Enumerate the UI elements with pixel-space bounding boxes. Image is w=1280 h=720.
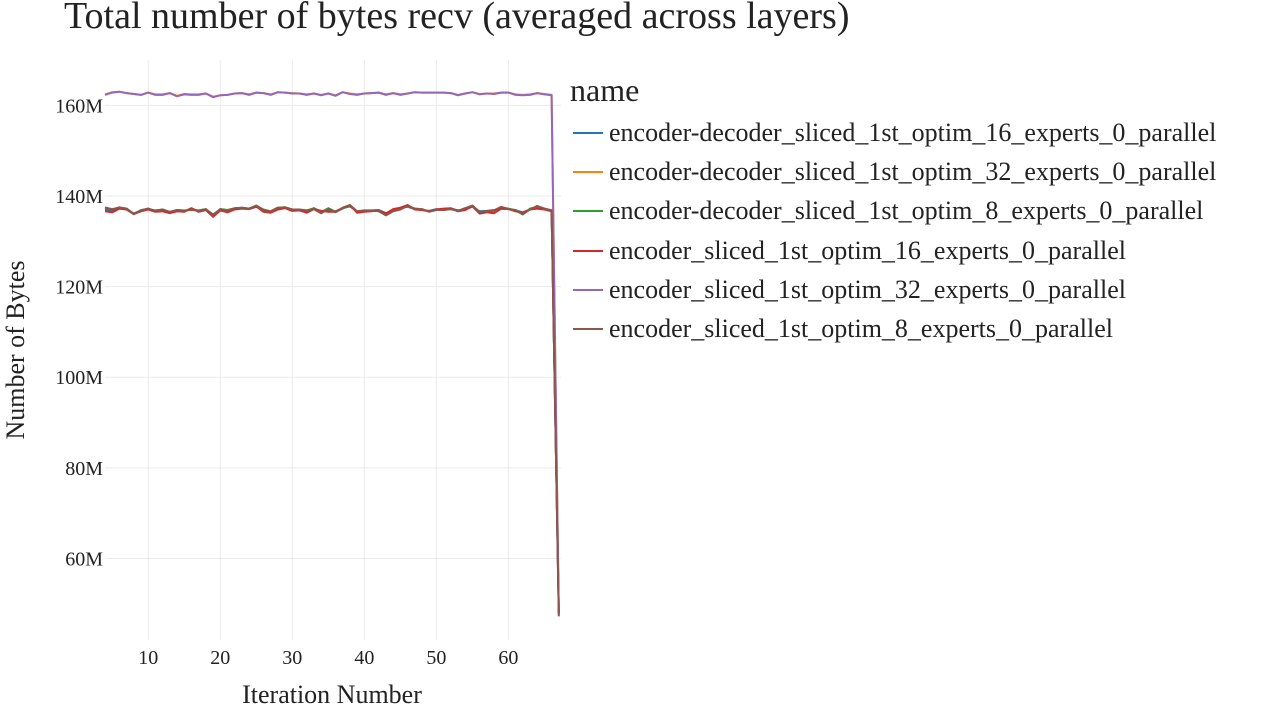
legend-label: encoder_sliced_1st_optim_8_experts_0_par… [609,314,1113,344]
legend-items: encoder-decoder_sliced_1st_optim_16_expe… [570,113,1216,349]
legend-swatch [573,210,603,213]
legend-label: encoder_sliced_1st_optim_16_experts_0_pa… [609,235,1126,265]
legend-label: encoder_sliced_1st_optim_32_experts_0_pa… [609,274,1126,304]
legend-label: encoder-decoder_sliced_1st_optim_32_expe… [609,156,1217,186]
legend-label: encoder-decoder_sliced_1st_optim_16_expe… [609,117,1217,147]
legend-title: name [570,72,640,108]
x-tick-label: 40 [354,647,374,669]
y-tick-label: 120M [55,277,103,299]
legend-swatch [573,170,603,173]
legend-swatch [573,249,603,252]
series-line [104,90,560,613]
x-axis-label: Iteration Number [242,680,422,709]
y-tick-label: 140M [55,186,103,208]
series-line [104,204,560,617]
y-tick-label: 100M [55,367,103,389]
legend: name encoder-decoder_sliced_1st_optim_16… [570,72,1216,349]
legend-item[interactable]: encoder_sliced_1st_optim_16_experts_0_pa… [570,231,1216,270]
x-tick-label: 10 [138,647,158,669]
chart-title: Total number of bytes recv (averaged acr… [64,0,850,37]
legend-label: encoder-decoder_sliced_1st_optim_8_exper… [609,196,1204,226]
legend-swatch [573,131,603,134]
axes: 10 20 30 40 50 60 60M 80M 100M 120M 140M 160M [55,95,518,669]
y-tick-label: 160M [55,95,103,117]
legend-item[interactable]: encoder-decoder_sliced_1st_optim_8_exper… [570,192,1216,231]
legend-item[interactable]: encoder_sliced_1st_optim_32_experts_0_pa… [570,270,1216,309]
series-line [104,90,560,616]
series-line [104,204,560,613]
legend-item[interactable]: encoder-decoder_sliced_1st_optim_16_expe… [570,113,1216,152]
series-line [104,205,560,613]
y-axis-label: Number of Bytes [1,260,30,439]
legend-swatch [573,328,603,331]
gridlines [105,60,561,640]
x-tick-label: 30 [282,647,302,669]
series-lines [104,90,560,617]
legend-swatch [573,288,603,291]
x-tick-label: 50 [426,647,446,669]
legend-item[interactable]: encoder-decoder_sliced_1st_optim_32_expe… [570,152,1216,191]
legend-item[interactable]: encoder_sliced_1st_optim_8_experts_0_par… [570,309,1216,348]
x-tick-label: 20 [210,647,230,669]
series-line [104,204,560,613]
y-tick-label: 80M [65,458,103,480]
y-tick-label: 60M [65,548,103,570]
x-tick-label: 60 [498,647,518,669]
